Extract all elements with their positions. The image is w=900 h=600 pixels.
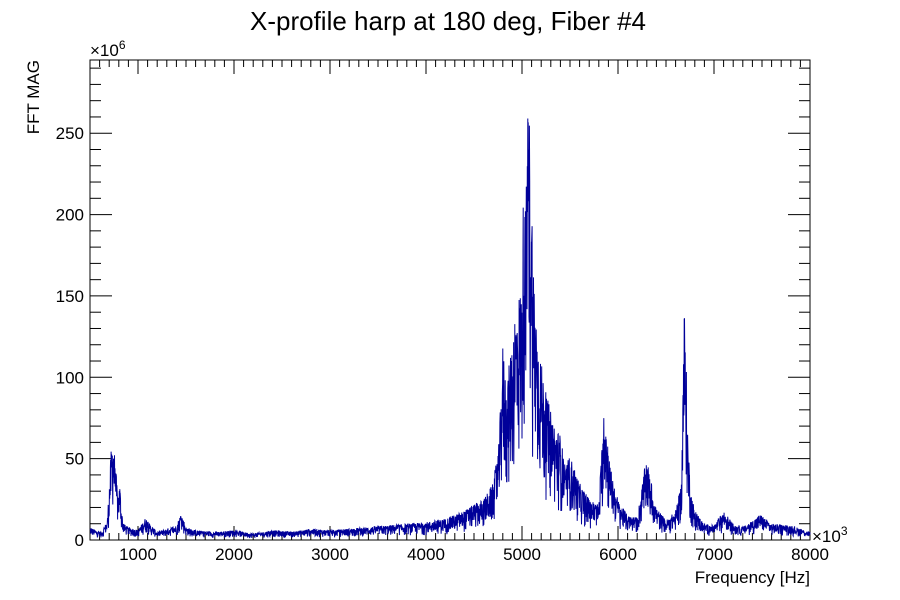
x-tick-label: 2000 [215,545,253,564]
x-tick-label: 4000 [407,545,445,564]
y-tick-label: 0 [75,531,84,550]
y-multiplier-exp: 6 [119,38,126,52]
y-tick-label: 100 [56,368,84,387]
y-multiplier-base: ×10 [90,41,119,60]
y-axis-label: FFT MAG [24,60,43,134]
x-axis-label: Frequency [Hz] [695,568,810,587]
x-tick-label: 7000 [695,545,733,564]
y-tick-label: 250 [56,124,84,143]
plot-area-border [89,59,811,541]
y-axis-ticks: 0 50 100 150 200 250 [56,67,810,550]
x-tick-label: 1000 [119,545,157,564]
plot-frame [89,59,811,541]
x-tick-label: 8000 [791,545,829,564]
x-tick-label: 5000 [503,545,541,564]
series-layer [89,118,811,539]
x-tick-label: 6000 [599,545,637,564]
x-tick-label: 3000 [311,545,349,564]
series-0-trace [89,118,811,539]
x-axis-ticks: 1000 2000 3000 4000 5000 6000 7000 8000 [89,60,829,564]
chart-title: X-profile harp at 180 deg, Fiber #4 [250,6,646,36]
x-axis-multiplier: ×103 [812,524,848,546]
x-multiplier-exp: 3 [841,524,848,538]
y-tick-label: 150 [56,287,84,306]
y-axis-multiplier: ×106 [90,38,126,60]
x-multiplier-base: ×10 [812,527,841,546]
y-tick-label: 200 [56,206,84,225]
y-tick-label: 50 [65,450,84,469]
